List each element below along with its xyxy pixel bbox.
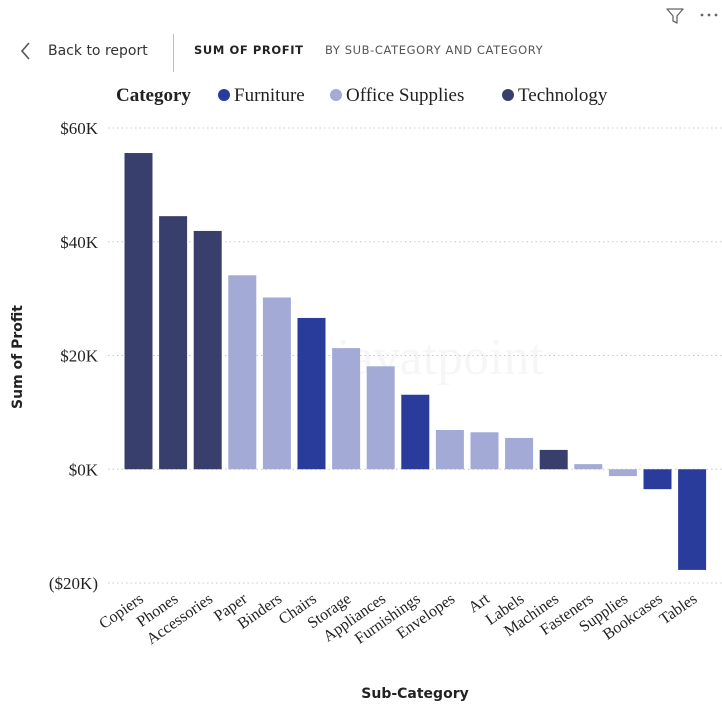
bar[interactable]	[366, 366, 395, 470]
legend-marker	[502, 89, 514, 101]
x-axis: CopiersPhonesAccessoriesPaperBindersChai…	[96, 590, 700, 648]
legend-marker	[330, 89, 342, 101]
y-axis: $60K $40K $20K $0K ($20K)	[49, 119, 99, 593]
visual-subtitle: BY SUB-CATEGORY AND CATEGORY	[325, 43, 544, 57]
y-tick-label: $20K	[60, 347, 99, 366]
x-axis-title: Sub-Category	[361, 686, 468, 702]
x-tick-label: Tables	[657, 590, 701, 628]
bar[interactable]	[539, 449, 568, 470]
bar[interactable]	[124, 153, 153, 470]
legend-item[interactable]: Office Supplies	[346, 85, 464, 106]
bar[interactable]	[470, 432, 499, 470]
bar[interactable]	[228, 275, 257, 470]
bar[interactable]	[678, 469, 707, 570]
bar[interactable]	[574, 464, 603, 470]
bar[interactable]	[159, 216, 188, 470]
bar[interactable]	[505, 437, 534, 470]
bar[interactable]	[193, 230, 222, 470]
back-to-report-label: Back to report	[48, 43, 148, 59]
y-tick-label: ($20K)	[49, 574, 98, 593]
legend-item[interactable]: Technology	[518, 85, 608, 106]
legend-marker	[218, 89, 230, 101]
bar[interactable]	[643, 469, 672, 490]
visual-title: SUM OF PROFIT	[194, 43, 304, 57]
watermark: javatpoint	[334, 329, 545, 386]
y-tick-label: $0K	[69, 460, 99, 479]
chevron-left-icon	[20, 42, 30, 60]
header-divider	[173, 34, 174, 72]
bar[interactable]	[332, 348, 361, 470]
back-to-report-button[interactable]: Back to report	[18, 38, 148, 64]
bar-chart: javatpoint Category Furniture Office Suppl…	[10, 85, 722, 702]
bar[interactable]	[608, 469, 637, 477]
visual-header: Back to report SUM OF PROFIT BY SUB-CATE…	[0, 30, 722, 74]
y-tick-label: $40K	[60, 233, 99, 252]
chart-legend: Category Furniture Office Supplies Technolo…	[116, 85, 608, 106]
legend-title: Category	[116, 85, 191, 106]
bar[interactable]	[262, 297, 291, 470]
top-toolbar	[0, 0, 722, 30]
more-options-icon[interactable]	[697, 5, 721, 25]
y-tick-label: $60K	[60, 119, 99, 138]
filter-icon[interactable]	[664, 5, 686, 27]
y-axis-title: Sum of Profit	[10, 305, 26, 409]
legend-item[interactable]: Furniture	[234, 85, 305, 106]
x-tick-label: Copiers	[96, 590, 147, 632]
bar[interactable]	[435, 430, 464, 470]
bars	[124, 153, 707, 570]
bar[interactable]	[401, 394, 430, 470]
bar[interactable]	[297, 317, 326, 470]
